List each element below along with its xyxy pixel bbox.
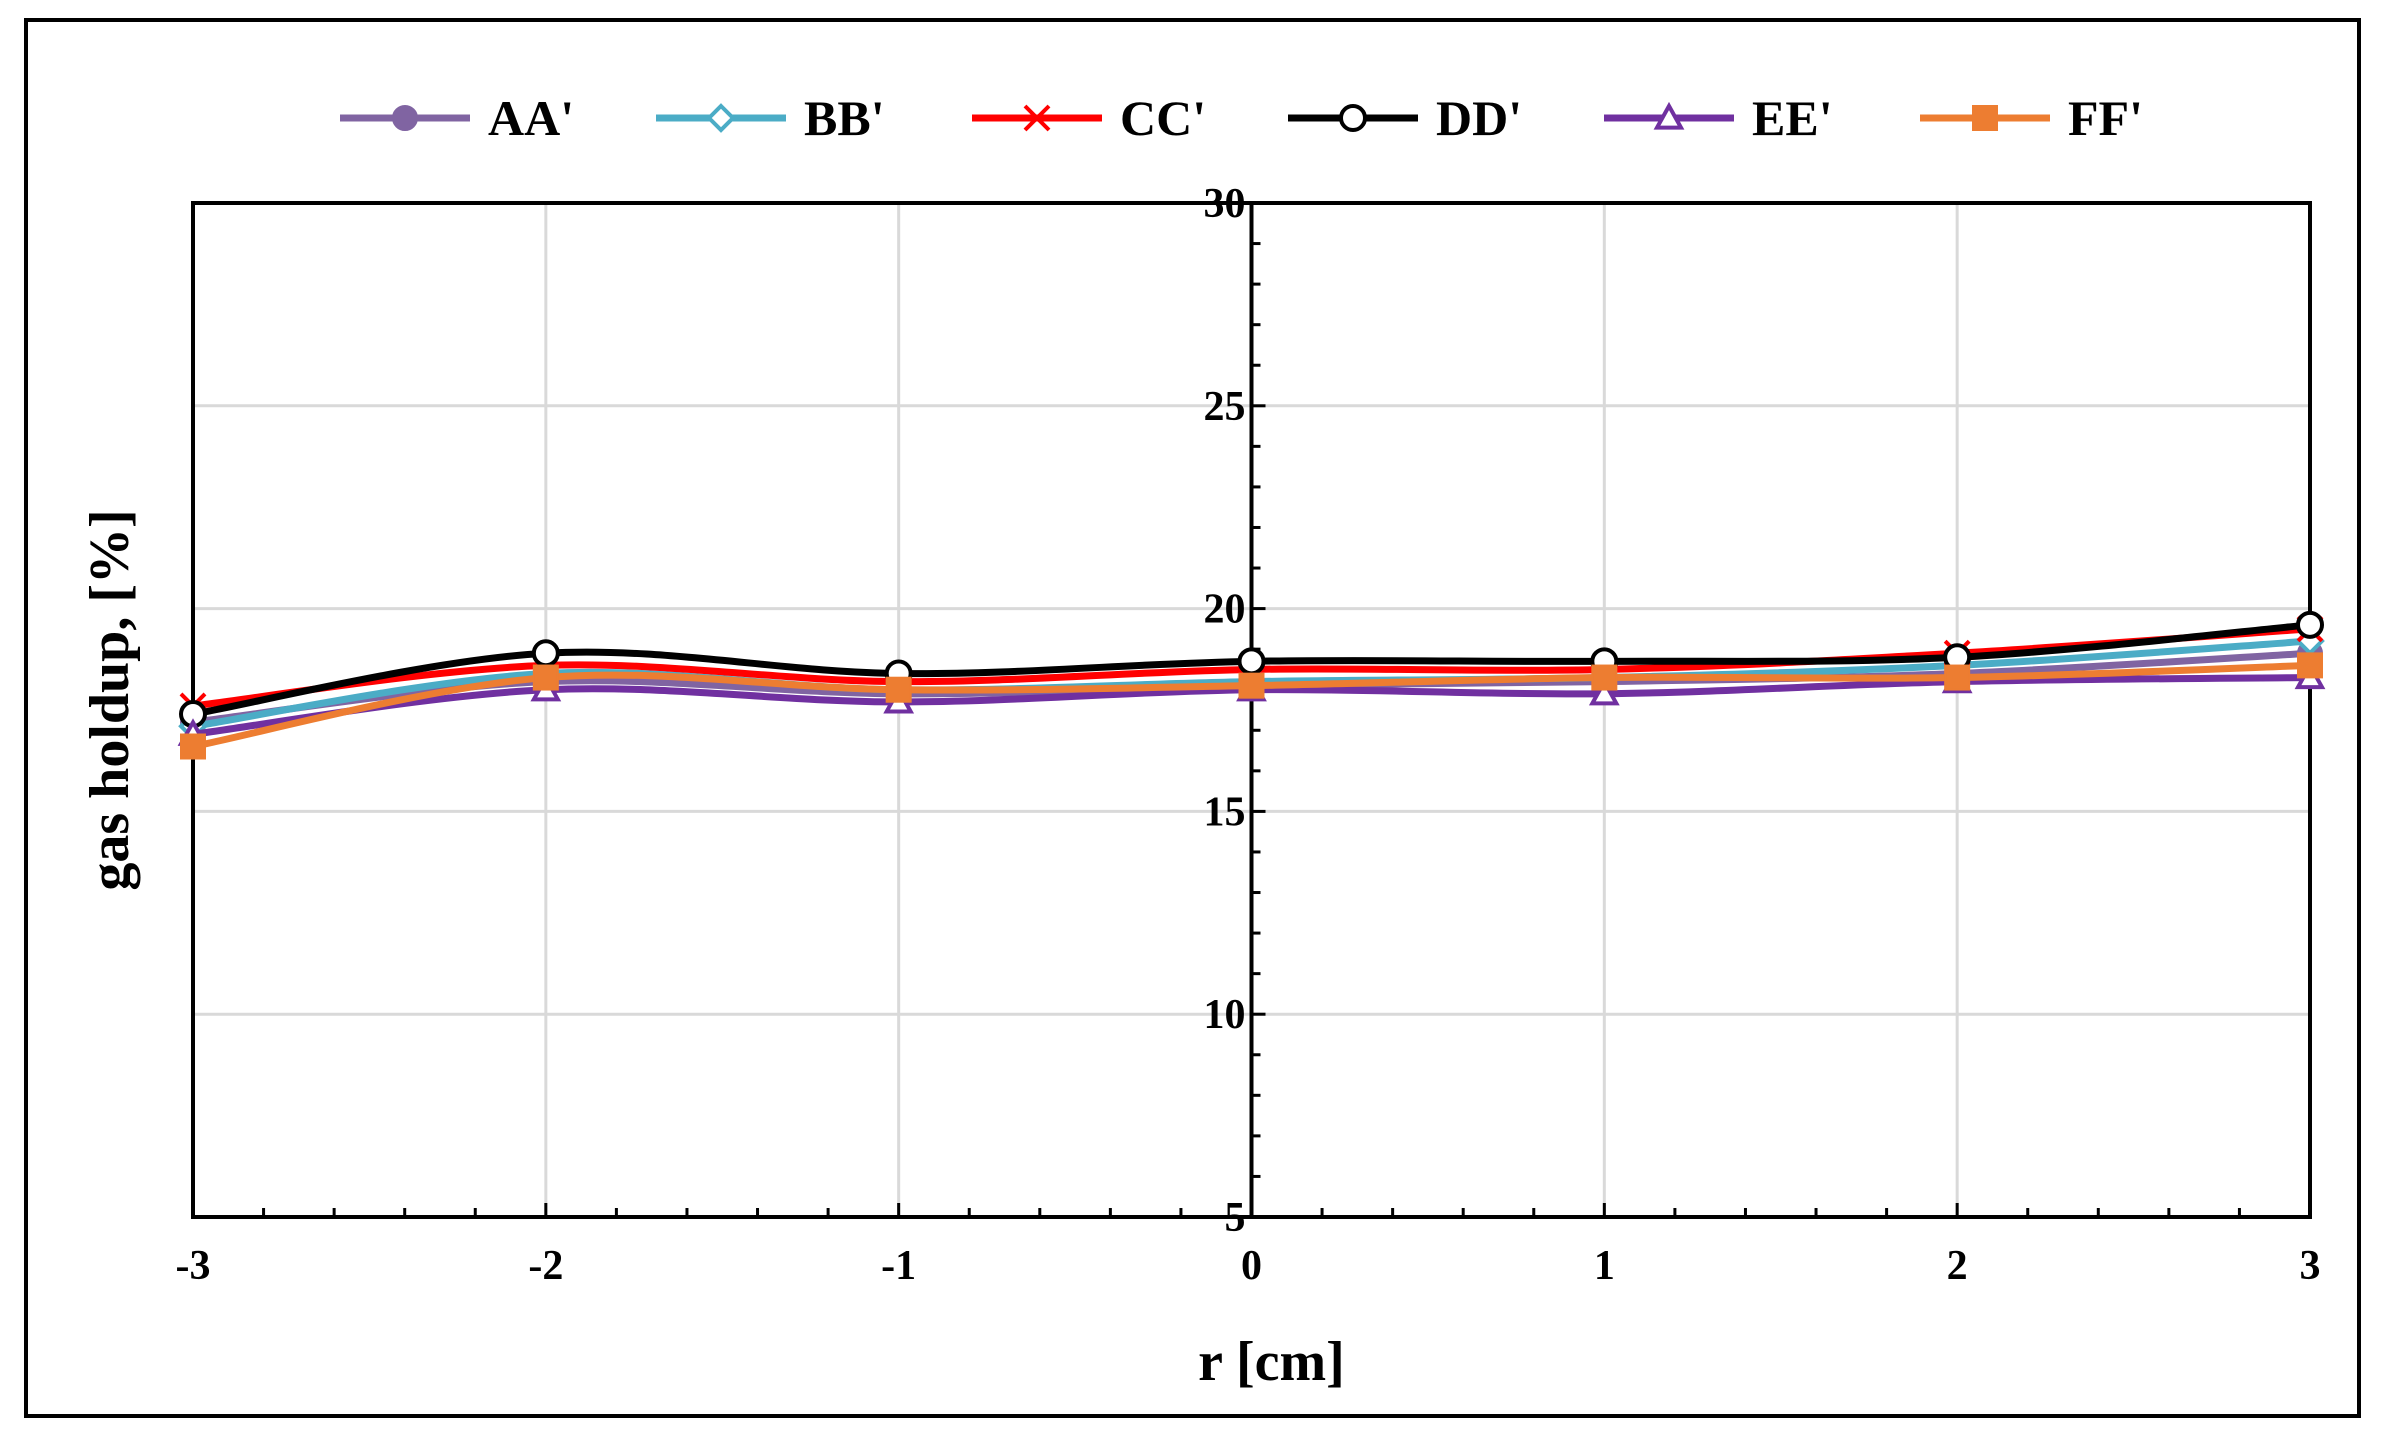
legend-item: DD'	[1288, 90, 1522, 146]
legend-label: FF'	[2068, 90, 2143, 146]
y-axis-title: gas holdup, [%]	[79, 509, 141, 890]
legend-label: DD'	[1436, 90, 1522, 146]
data-point	[531, 639, 560, 668]
data-point	[1237, 647, 1266, 676]
x-tick-label: -2	[528, 1243, 563, 1289]
legend-marker	[1023, 104, 1051, 132]
x-tick-label: 1	[1594, 1243, 1615, 1289]
legend-label: AA'	[488, 90, 574, 146]
data-point	[1591, 664, 1618, 691]
legend-marker	[706, 103, 736, 133]
legend-item: CC'	[972, 90, 1206, 146]
data-point	[1944, 664, 1971, 691]
legend-label: EE'	[1752, 90, 1833, 146]
legend-item: FF'	[1920, 90, 2143, 146]
data-point	[2297, 652, 2323, 679]
data-point	[2296, 610, 2324, 639]
legend-label: BB'	[804, 90, 885, 146]
data-point	[1588, 677, 1620, 706]
legend-marker	[1339, 104, 1367, 132]
legend-item: EE'	[1604, 90, 1833, 146]
x-tick-label: 2	[1947, 1243, 1968, 1289]
series-3	[179, 610, 2324, 729]
x-tick-label: -3	[176, 1243, 211, 1289]
legend-marker	[1972, 105, 1998, 131]
y-tick-label: 25	[1204, 384, 1246, 430]
y-tick-label: 20	[1204, 587, 1246, 633]
data-point	[1238, 672, 1265, 699]
x-tick-label: 0	[1241, 1243, 1262, 1289]
y-tick-label: 30	[1204, 181, 1246, 227]
legend-label: CC'	[1120, 90, 1206, 146]
chart-frame	[24, 18, 2361, 1418]
legend-item: BB'	[656, 90, 885, 146]
x-axis-title: r [cm]	[1198, 1331, 1345, 1393]
data-point	[885, 676, 912, 703]
legend-marker	[392, 105, 418, 131]
x-tick-label: 3	[2300, 1243, 2321, 1289]
legend-item: AA'	[340, 90, 574, 146]
legend-marker	[1653, 101, 1685, 130]
data-point	[180, 733, 206, 760]
y-tick-label: 5	[1225, 1195, 1246, 1241]
y-tick-label: 10	[1204, 992, 1246, 1038]
data-point	[532, 664, 559, 691]
x-tick-label: -1	[881, 1243, 916, 1289]
series-5	[180, 652, 2323, 760]
y-tick-label: 15	[1204, 789, 1246, 835]
